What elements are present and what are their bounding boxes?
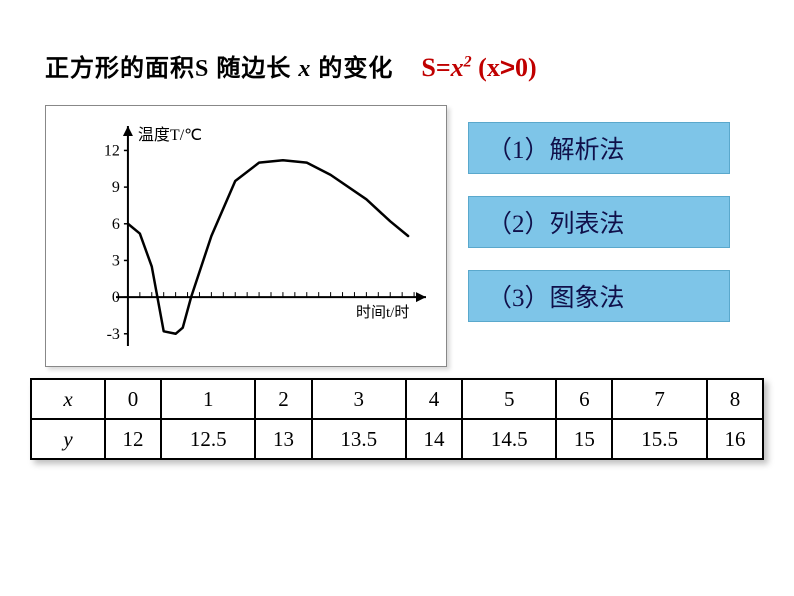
data-table-wrap: x012345678y1212.51313.51414.51515.516 xyxy=(30,378,764,460)
table-cell: 16 xyxy=(707,419,763,459)
title-prefix: 正方形的面积 xyxy=(45,56,195,82)
table-cell: 1 xyxy=(161,379,255,419)
method-item-3: （3）图象法 xyxy=(468,270,730,322)
formula: S=x2 (x>0) xyxy=(421,52,536,83)
formula-cond-op: > xyxy=(500,52,515,82)
formula-var: x xyxy=(451,53,464,82)
svg-text:0: 0 xyxy=(112,289,120,306)
table-row-header-x: x xyxy=(31,379,105,419)
title-var-x: x xyxy=(298,56,311,82)
svg-text:12: 12 xyxy=(104,142,120,159)
title-suffix: 的变化 xyxy=(311,56,393,82)
method-item-1: （1）解析法 xyxy=(468,122,730,174)
table-cell: 13 xyxy=(255,419,311,459)
svg-text:时间t/时: 时间t/时 xyxy=(356,304,409,321)
title-row: 正方形的面积S 随边长 x 的变化 S=x2 (x>0) xyxy=(45,48,749,83)
svg-text:温度T/℃: 温度T/℃ xyxy=(138,126,202,144)
svg-text:3: 3 xyxy=(112,252,120,269)
table-cell: 5 xyxy=(462,379,556,419)
formula-cond-var: x xyxy=(487,53,500,82)
chart-svg: 12 9 6 3 0 -3 温度T/℃ 时间t/时 xyxy=(46,106,446,366)
table-row-header-y: y xyxy=(31,419,105,459)
table-cell: 12.5 xyxy=(161,419,255,459)
table-cell: 13.5 xyxy=(312,419,406,459)
table-cell: 14.5 xyxy=(462,419,556,459)
table-cell: 3 xyxy=(312,379,406,419)
table-cell: 4 xyxy=(406,379,462,419)
formula-lhs: S= xyxy=(421,53,450,82)
data-table: x012345678y1212.51313.51414.51515.516 xyxy=(30,378,764,460)
table-cell: 8 xyxy=(707,379,763,419)
formula-exp: 2 xyxy=(464,53,472,70)
table-cell: 6 xyxy=(556,379,612,419)
method-item-2: （2）列表法 xyxy=(468,196,730,248)
table-cell: 0 xyxy=(105,379,161,419)
title-mid: 随边长 xyxy=(209,56,298,82)
svg-text:9: 9 xyxy=(112,179,120,196)
table-cell: 12 xyxy=(105,419,161,459)
title-var-s: S xyxy=(195,56,209,82)
svg-text:-3: -3 xyxy=(107,326,120,343)
table-cell: 2 xyxy=(255,379,311,419)
table-cell: 15.5 xyxy=(612,419,706,459)
table-cell: 14 xyxy=(406,419,462,459)
svg-text:6: 6 xyxy=(112,216,120,233)
methods-list: （1）解析法 （2）列表法 （3）图象法 xyxy=(468,122,730,344)
formula-cond-val: 0) xyxy=(515,53,537,82)
formula-cond-pre: ( xyxy=(472,53,487,82)
temperature-chart: 12 9 6 3 0 -3 温度T/℃ 时间t/时 xyxy=(45,105,447,367)
table-cell: 15 xyxy=(556,419,612,459)
table-cell: 7 xyxy=(612,379,706,419)
title-text: 正方形的面积S 随边长 x 的变化 xyxy=(45,48,393,83)
